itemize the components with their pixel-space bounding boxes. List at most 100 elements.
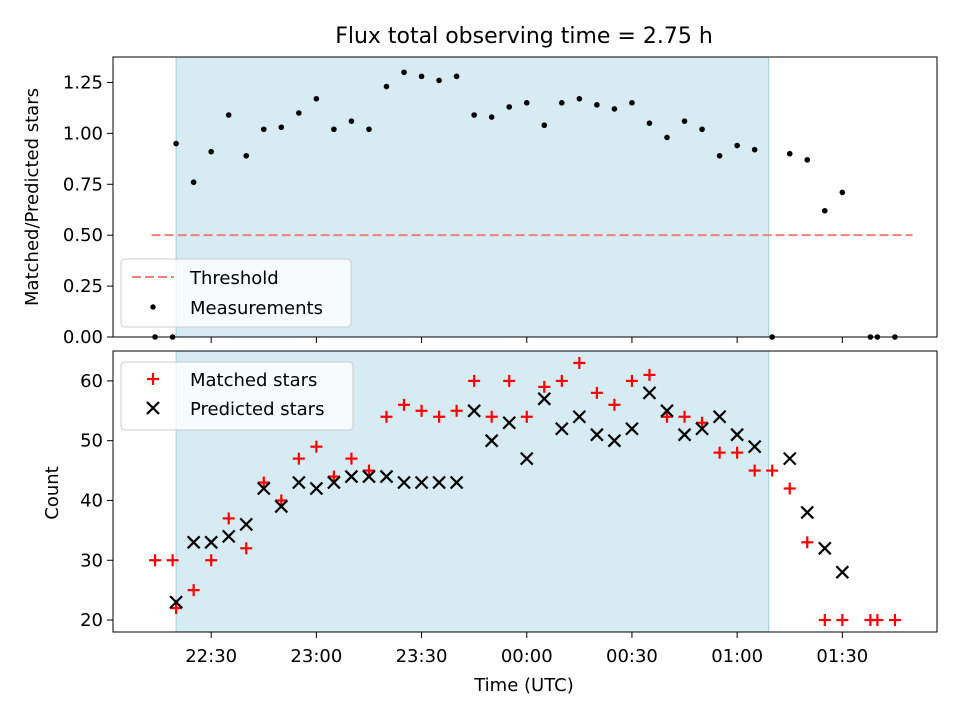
matched-star-point [766,464,779,477]
chart-title: Flux total observing time = 2.75 h [335,24,713,49]
matched-star-point [205,554,218,567]
predicted-star-point [239,517,254,532]
count-x-tick-label: 23:00 [290,646,342,667]
count-x-tick-label: 22:30 [185,646,237,667]
count-y-tick-label: 20 [80,610,103,631]
measurement-point [523,100,530,106]
predicted-star-point [537,392,552,406]
matched-star-point [573,356,586,369]
matched-star-point [257,476,270,489]
matched-star-point [275,494,288,507]
predicted-star-point [677,427,692,442]
count-y-tick-label: 40 [80,490,103,511]
matched-star-point [748,464,761,477]
measurement-point [751,146,758,153]
measurement-point [366,126,372,133]
predicted-star-point [449,475,464,490]
measurement-series [152,69,898,340]
predicted-star-point [309,481,324,496]
predicted-legend-label: Predicted stars [190,399,324,420]
predicted-star-point [467,404,481,418]
matched-star-point [327,470,340,483]
matched-star-point [801,536,814,549]
count-y-axis: 20 30 40 50 60 [80,371,113,631]
predicted-star-point [484,433,499,448]
matched-star-point [310,440,323,453]
predicted-star-point [800,505,815,520]
matched-legend-marker [147,373,159,385]
measurement-point [243,152,250,159]
matched-star-point [222,512,235,525]
matched-star-point [398,398,411,411]
measurement-point [594,102,600,108]
x-axis-label: Time (UTC) [473,675,574,696]
predicted-star-point [327,475,341,490]
matched-star-point [240,542,253,555]
predicted-star-point [607,433,622,448]
count-y-tick-label: 60 [80,371,103,392]
measurement-point [664,134,670,141]
ratio-panel: 0.00 0.25 0.50 0.75 1.00 1.25 Matched/Predict… [22,56,938,348]
measurement-point [488,114,495,120]
ratio-y-tick-label: 0.25 [63,276,103,297]
count-x-tick-label: 00:00 [501,646,553,667]
matched-star-point [170,602,183,615]
predicted-star-point [186,535,201,550]
ratio-y-tick-label: 0.00 [63,327,103,348]
predicted-star-point [642,386,657,400]
predicted-star-point [730,427,744,442]
measurement-point [541,122,548,129]
ratio-y-tick-label: 0.75 [63,174,103,195]
measurement-point [506,104,513,110]
matched-star-point [783,482,796,495]
predicted-star-point [555,421,569,436]
ratio-x-ticks [210,337,843,343]
matched-star-point [643,368,656,381]
predicted-star-point [625,421,639,436]
predicted-star-point [344,469,359,484]
count-x-axis: 22:30 23:00 23:30 00:00 00:30 01:00 01:30 [185,632,868,667]
matched-star-point [888,614,901,627]
measurement-point [611,106,618,112]
predicted-star-point [818,541,832,556]
count-axes-frame [112,350,938,633]
predicted-star-point [379,469,394,484]
predicted-star-point [414,475,429,490]
measurements-legend-marker [150,304,156,310]
measurement-point [208,148,214,155]
count-x-tick-label: 00:30 [606,646,658,667]
matched-star-point [380,410,393,423]
predicted-star-point [432,475,446,490]
measurement-point [559,100,565,106]
ratio-y-axis: 0.00 0.25 0.50 0.75 1.00 1.25 [63,72,113,348]
measurement-point [716,152,723,159]
count-legend-box [120,361,354,431]
matched-star-point [678,410,691,423]
matched-star-point [166,554,179,567]
matched-star-point [520,410,533,423]
matched-star-point [345,452,358,465]
matched-star-point [149,554,162,567]
matched-star-point [362,464,375,477]
matched-star-point [450,404,463,417]
measurement-point [173,140,179,147]
count-y-label: Count [42,466,63,519]
matched-star-point [625,374,638,387]
threshold-legend-label: Threshold [189,268,279,289]
matched-star-point [696,416,709,429]
measurement-point [225,112,232,118]
predicted-star-point [169,595,183,609]
ratio-y-tick-label: 1.00 [63,123,103,144]
matched-star-point [661,410,674,423]
predicted-star-point [274,499,289,514]
predicted-star-point [660,404,674,418]
matched-star-point [187,584,200,597]
predicted-star-point [712,409,727,424]
measurement-point [436,77,442,84]
count-legend: Matched stars Predicted stars [120,361,354,431]
measurement-point [734,142,740,149]
count-y-tick-label: 50 [80,431,103,452]
measurement-point [401,69,407,76]
measurement-point [629,100,635,106]
